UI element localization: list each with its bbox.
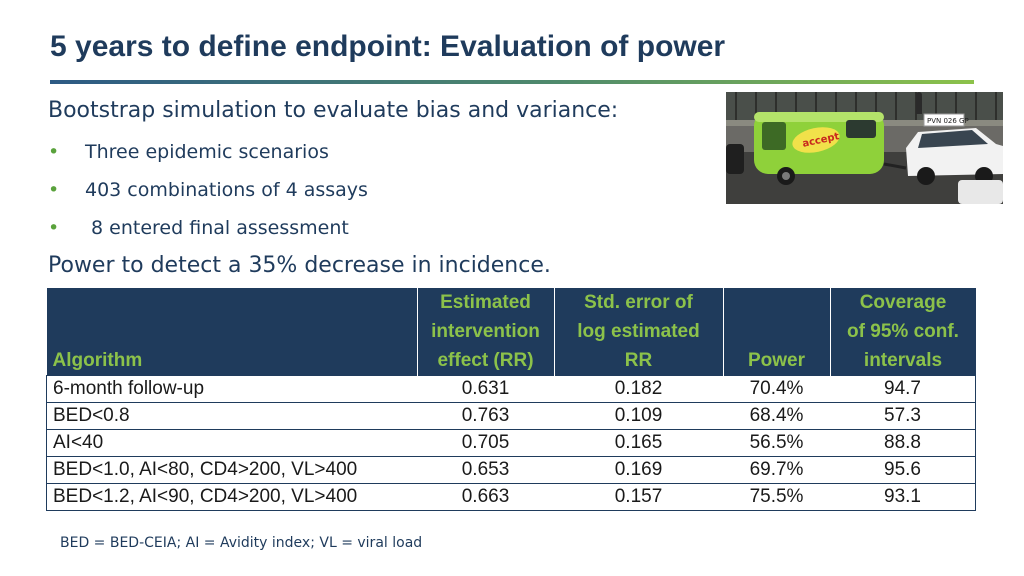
- cell-coverage: 93.1: [830, 483, 976, 511]
- cell-algorithm: 6-month follow-up: [46, 375, 417, 403]
- cell-power: 75.5%: [723, 483, 830, 511]
- header-line: log estimated: [577, 321, 700, 342]
- cell-algorithm: BED<1.2, AI<90, CD4>200, VL>400: [46, 483, 417, 511]
- cell-rr: 0.653: [417, 456, 554, 484]
- title-divider: [50, 80, 974, 84]
- cell-std-error: 0.157: [554, 483, 723, 511]
- cell-coverage: 95.6: [830, 456, 976, 484]
- header-line: effect (RR): [437, 350, 534, 371]
- cell-power: 56.5%: [723, 429, 830, 457]
- header-line: Power: [747, 350, 806, 371]
- header-line: intervention: [431, 321, 540, 342]
- table-row: BED<0.8 0.763 0.109 68.4% 57.3: [46, 402, 976, 430]
- power-heading: Power to detect a 35% decrease in incide…: [48, 253, 551, 278]
- plate-text: PVN 026 GP: [927, 117, 969, 125]
- cell-power: 69.7%: [723, 456, 830, 484]
- header-coverage: Coverage of 95% conf. intervals: [830, 288, 976, 376]
- header-line: of 95% conf.: [847, 321, 959, 342]
- cell-std-error: 0.182: [554, 375, 723, 403]
- street-photo-illustration: accept PVN 026 GP: [726, 92, 1003, 204]
- cell-rr: 0.763: [417, 402, 554, 430]
- cell-algorithm: BED<1.0, AI<80, CD4>200, VL>400: [46, 456, 417, 484]
- header-line: RR: [624, 350, 653, 371]
- header-line: Algorithm: [52, 350, 143, 371]
- table-row: AI<40 0.705 0.165 56.5% 88.8: [46, 429, 976, 457]
- bullet-item: • 403 combinations of 4 assays: [48, 179, 368, 201]
- table-header-row: Algorithm Estimated intervention effect …: [46, 288, 976, 376]
- table-row: BED<1.0, AI<80, CD4>200, VL>400 0.653 0.…: [46, 456, 976, 484]
- cell-algorithm: BED<0.8: [46, 402, 417, 430]
- bullet-dot-icon: •: [48, 141, 60, 163]
- header-line: intervals: [863, 350, 943, 371]
- header-power: Power: [723, 288, 831, 376]
- cell-std-error: 0.109: [554, 402, 723, 430]
- bullet-text: 8 entered final assessment: [85, 217, 349, 239]
- cell-rr: 0.705: [417, 429, 554, 457]
- header-estimated-effect: Estimated intervention effect (RR): [417, 288, 555, 376]
- header-std-error: Std. error of log estimated RR: [554, 288, 724, 376]
- header-line: Estimated: [440, 292, 531, 313]
- bullet-text: Three epidemic scenarios: [85, 141, 329, 163]
- bullet-item: • Three epidemic scenarios: [48, 141, 329, 163]
- header-algorithm: Algorithm: [46, 288, 418, 376]
- intro-text: Bootstrap simulation to evaluate bias an…: [48, 98, 619, 123]
- table-row: BED<1.2, AI<90, CD4>200, VL>400 0.663 0.…: [46, 483, 976, 511]
- bullet-text: 403 combinations of 4 assays: [85, 179, 368, 201]
- cell-power: 68.4%: [723, 402, 830, 430]
- table-row: 6-month follow-up 0.631 0.182 70.4% 94.7: [46, 375, 976, 403]
- cell-std-error: 0.165: [554, 429, 723, 457]
- slide-title: 5 years to define endpoint: Evaluation o…: [50, 30, 726, 63]
- cell-algorithm: AI<40: [46, 429, 417, 457]
- cell-coverage: 94.7: [830, 375, 976, 403]
- cell-std-error: 0.169: [554, 456, 723, 484]
- bullet-dot-icon: •: [48, 179, 60, 201]
- bullet-item: • 8 entered final assessment: [48, 217, 349, 239]
- cell-coverage: 57.3: [830, 402, 976, 430]
- cell-rr: 0.631: [417, 375, 554, 403]
- footnote: BED = BED-CEIA; AI = Avidity index; VL =…: [60, 535, 423, 551]
- street-photo: accept PVN 026 GP: [726, 92, 1003, 204]
- header-line: Coverage: [859, 292, 947, 313]
- bullet-dot-icon: •: [48, 217, 60, 239]
- cell-coverage: 88.8: [830, 429, 976, 457]
- cell-power: 70.4%: [723, 375, 830, 403]
- cell-rr: 0.663: [417, 483, 554, 511]
- results-table: Algorithm Estimated intervention effect …: [46, 288, 976, 511]
- header-line: Std. error of: [584, 292, 693, 313]
